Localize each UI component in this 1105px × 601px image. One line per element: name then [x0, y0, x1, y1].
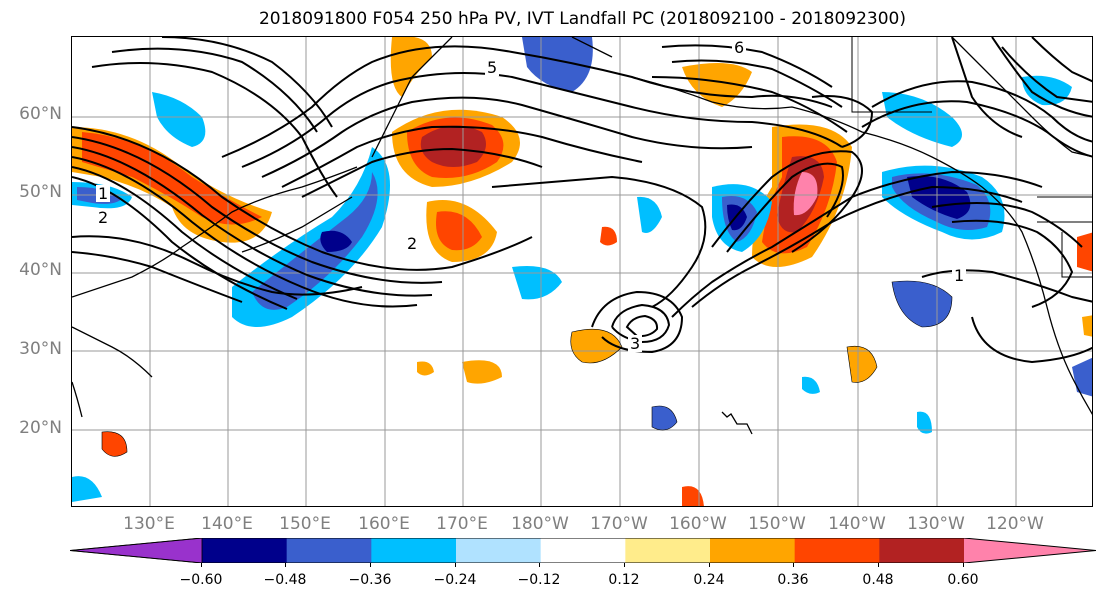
colorbar-tick: [285, 563, 286, 567]
lon-label: 140°W: [828, 514, 886, 534]
colorbar-tick: [201, 563, 202, 567]
colorbar-segment: [371, 538, 457, 563]
lat-label-60n: 60°N: [19, 104, 62, 124]
colorbar-segment: [794, 538, 880, 563]
lon-label: 170°W: [590, 514, 648, 534]
colorbar-tick: [709, 563, 710, 567]
lon-label: 180°W: [511, 514, 569, 534]
colorbar-tick-label: −0.36: [348, 572, 392, 588]
colorbar-tick-label: 0.60: [947, 572, 979, 588]
colorbar-arrow-low: [70, 538, 202, 563]
lon-label: 140°E: [201, 514, 253, 534]
colorbar-tick: [539, 563, 540, 567]
lat-label-50n: 50°N: [19, 182, 62, 202]
colorbar-segment: [202, 538, 288, 563]
colorbar-tick-label: 0.36: [777, 572, 809, 588]
contour-label: 6: [734, 38, 744, 57]
pv-contours: [72, 37, 1092, 364]
colorbar-arrow-high: [964, 538, 1096, 563]
colorbar-tick-label: −0.48: [263, 572, 307, 588]
contour-label: 1: [954, 266, 964, 285]
colorbar-segment: [710, 538, 796, 563]
lon-label: 130°W: [907, 514, 965, 534]
colorbar-tick-label: 0.12: [608, 572, 640, 588]
lon-label: 150°E: [279, 514, 331, 534]
colorbar-segment: [625, 538, 711, 563]
lon-label: 120°W: [986, 514, 1044, 534]
figure-title: 2018091800 F054 250 hPa PV, IVT Landfall…: [258, 9, 906, 29]
colorbar-tick: [793, 563, 794, 567]
map-canvas: 1 2 5 6 3 2 1: [72, 37, 1092, 506]
contour-label: 5: [487, 58, 497, 77]
colorbar-segment: [540, 538, 626, 563]
contour-label: 3: [630, 334, 640, 353]
colorbar-tick-label: −0.60: [179, 572, 223, 588]
colorbar-tick-label: 0.48: [862, 572, 894, 588]
colorbar-tick-label: −0.12: [517, 572, 561, 588]
lon-label: 170°E: [436, 514, 488, 534]
contour-label: 1: [98, 184, 108, 203]
colorbar-segment: [879, 538, 965, 563]
lon-label: 130°E: [123, 514, 175, 534]
colorbar-tick: [370, 563, 371, 567]
colorbar-segments: [70, 538, 1096, 563]
colorbar-tick-label: 0.24: [693, 572, 725, 588]
map-panel: 1 2 5 6 3 2 1: [71, 36, 1093, 507]
lon-label: 160°W: [669, 514, 727, 534]
colorbar-tick: [624, 563, 625, 567]
lat-label-30n: 30°N: [19, 339, 62, 359]
political-borders: [851, 37, 1092, 278]
colorbar-tick: [455, 563, 456, 567]
colorbar-segment: [286, 538, 372, 563]
contour-label: 2: [98, 208, 108, 227]
lat-label-20n: 20°N: [19, 418, 62, 438]
contour-label: 2: [407, 234, 417, 253]
lon-label: 160°E: [358, 514, 410, 534]
colorbar-segment: [456, 538, 542, 563]
colorbar-tick: [963, 563, 964, 567]
colorbar: [70, 538, 1096, 563]
fill-outlines: [101, 280, 953, 457]
lon-label: 150°W: [748, 514, 806, 534]
colorbar-tick-label: −0.24: [433, 572, 477, 588]
lat-label-40n: 40°N: [19, 260, 62, 280]
colorbar-tick: [878, 563, 879, 567]
pc-fill-shading: [72, 37, 1092, 506]
contour-labels: 1 2 5 6 3 2 1: [96, 38, 966, 353]
